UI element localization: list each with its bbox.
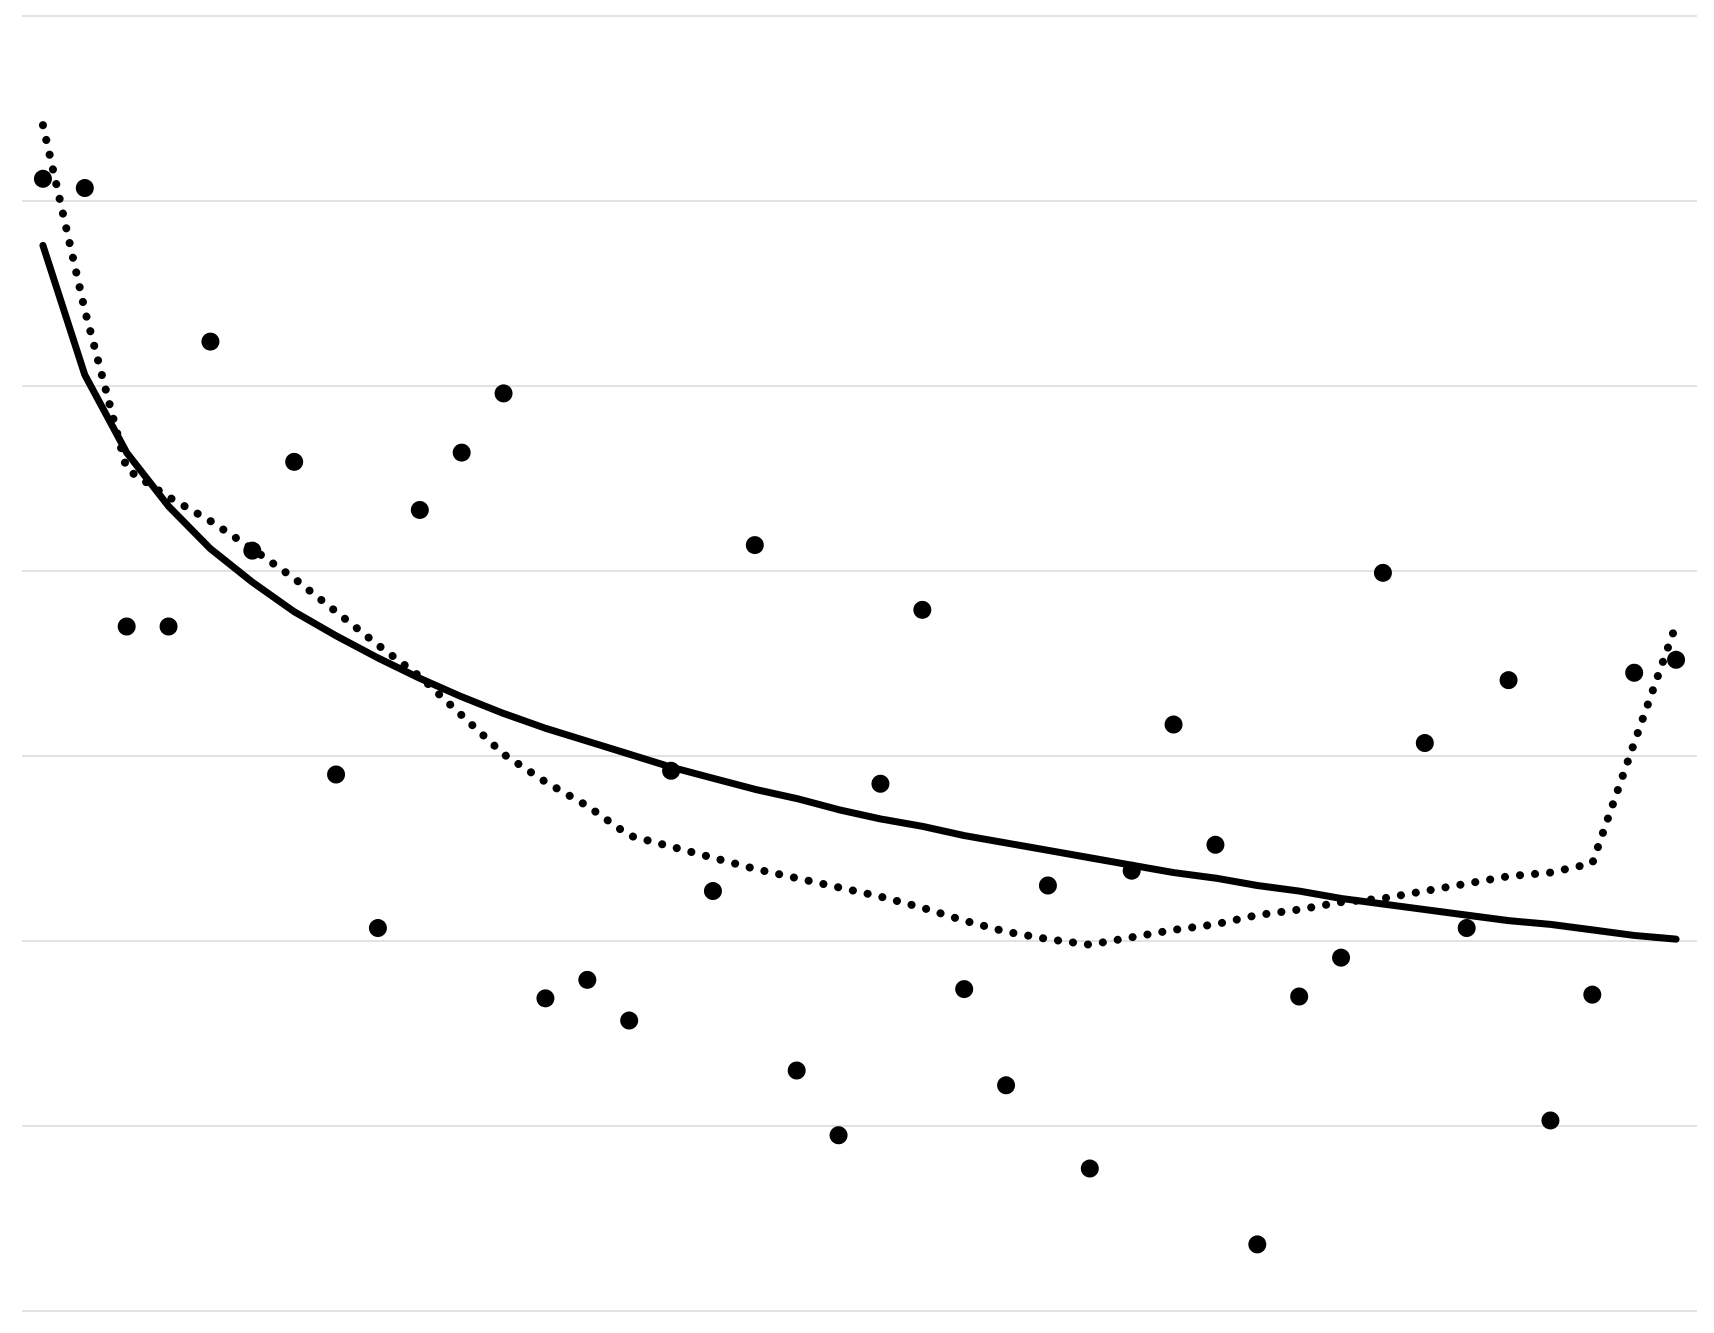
data-point xyxy=(829,1126,848,1145)
data-point xyxy=(1457,919,1476,938)
data-point xyxy=(1499,671,1518,690)
data-point xyxy=(410,500,429,519)
data-point xyxy=(787,1061,806,1080)
data-point xyxy=(1248,1235,1267,1254)
data-point xyxy=(1415,734,1434,753)
data-point xyxy=(913,600,932,619)
data-point xyxy=(871,774,890,793)
data-point xyxy=(452,443,471,462)
data-point xyxy=(1373,563,1392,582)
data-point xyxy=(159,617,178,636)
data-point xyxy=(1206,835,1225,854)
data-point xyxy=(1038,876,1057,895)
data-point xyxy=(1332,948,1351,967)
data-point xyxy=(536,989,555,1008)
data-point xyxy=(1080,1159,1099,1178)
data-point xyxy=(620,1011,639,1030)
data-point xyxy=(285,452,304,471)
data-point xyxy=(745,536,764,555)
data-point xyxy=(1625,663,1644,682)
data-point xyxy=(368,919,387,938)
data-point xyxy=(243,541,262,560)
data-point xyxy=(33,169,52,188)
trend-line-dotted xyxy=(38,121,1681,949)
data-point xyxy=(201,332,220,351)
data-point xyxy=(997,1076,1016,1095)
data-point xyxy=(955,980,974,999)
data-point xyxy=(1541,1111,1560,1130)
data-point xyxy=(1583,985,1602,1004)
data-point xyxy=(327,765,346,784)
data-point xyxy=(703,882,722,901)
data-point xyxy=(1164,715,1183,734)
data-point xyxy=(75,179,94,198)
data-point xyxy=(1122,861,1141,880)
data-point xyxy=(578,970,597,989)
data-point xyxy=(1667,650,1686,669)
data-point xyxy=(1290,987,1309,1006)
trend-line xyxy=(39,241,1680,943)
data-point xyxy=(494,384,513,403)
data-point xyxy=(662,761,681,780)
data-point xyxy=(117,617,136,636)
